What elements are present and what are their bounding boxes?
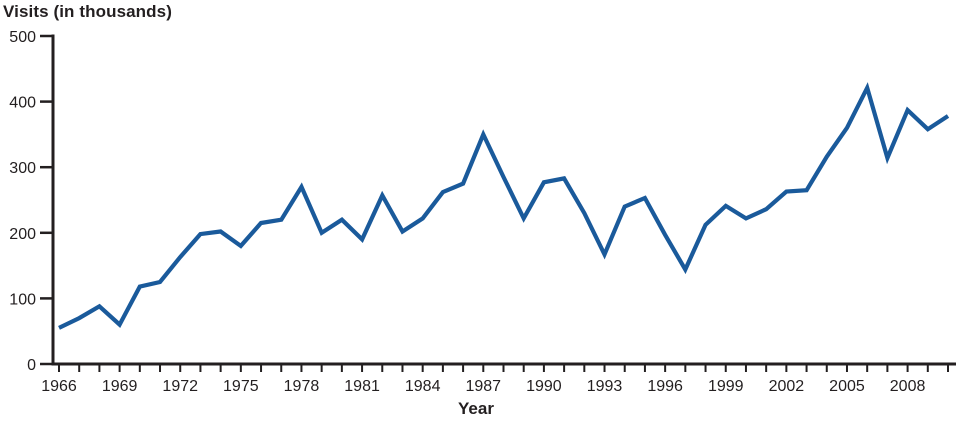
y-tick-label: 500 bbox=[9, 29, 36, 46]
x-tick-label: 1969 bbox=[102, 378, 138, 395]
x-axis-title: Year bbox=[458, 399, 494, 418]
x-tick-label: 2008 bbox=[890, 378, 926, 395]
y-tick-label: 200 bbox=[9, 226, 36, 243]
x-tick-label: 1975 bbox=[223, 378, 259, 395]
x-tick-label: 2005 bbox=[829, 378, 865, 395]
x-tick-label: 1972 bbox=[162, 378, 198, 395]
x-tick-label: 1978 bbox=[284, 378, 320, 395]
y-tick-label: 400 bbox=[9, 95, 36, 112]
x-tick-label: 2002 bbox=[769, 378, 805, 395]
x-tick-label: 1993 bbox=[587, 378, 623, 395]
y-tick-label: 100 bbox=[9, 291, 36, 308]
y-tick-label: 300 bbox=[9, 160, 36, 177]
x-tick-label: 1999 bbox=[708, 378, 744, 395]
x-tick-label: 1996 bbox=[647, 378, 683, 395]
visits-series-line bbox=[58, 82, 950, 330]
x-tick-label: 1987 bbox=[465, 378, 501, 395]
x-tick-label: 1990 bbox=[526, 378, 562, 395]
x-tick-label: 1984 bbox=[405, 378, 441, 395]
x-tick-label: 1981 bbox=[344, 378, 380, 395]
x-tick-label: 1966 bbox=[41, 378, 77, 395]
y-tick-label: 0 bbox=[27, 357, 36, 374]
chart-title: Visits (in thousands) bbox=[3, 2, 172, 21]
